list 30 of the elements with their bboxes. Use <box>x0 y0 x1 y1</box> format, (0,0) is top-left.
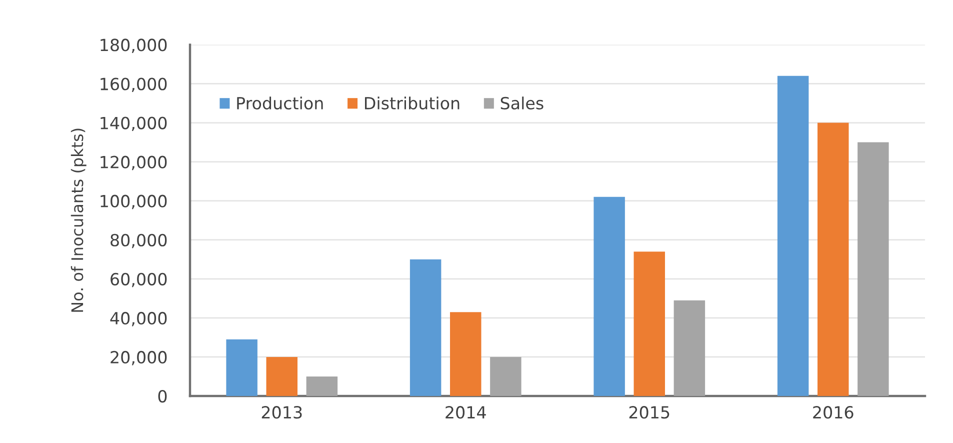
y-tick-label: 180,000 <box>100 38 167 53</box>
bar <box>450 312 482 396</box>
bar <box>306 376 338 396</box>
y-tick-label: 100,000 <box>100 194 167 210</box>
bar <box>777 76 809 396</box>
y-tick-label: 80,000 <box>110 234 167 248</box>
bar <box>594 196 625 396</box>
x-tick-label: 2015 <box>629 406 670 419</box>
y-tick-label: 140,000 <box>100 116 167 132</box>
y-tick-label: 60,000 <box>110 272 167 288</box>
legend-label: Distribution <box>365 96 460 110</box>
x-tick-label: 2016 <box>813 406 854 419</box>
y-tick-label: 0 <box>158 390 167 403</box>
y-tick-label: 120,000 <box>100 156 167 170</box>
x-tick-label: 2013 <box>262 406 302 419</box>
y-tick-label: 160,000 <box>100 78 167 92</box>
bar <box>266 356 298 396</box>
bar <box>858 142 889 396</box>
bar <box>490 356 522 396</box>
legend-label: Sales <box>500 96 544 110</box>
bar <box>674 300 706 396</box>
y-tick-label: 40,000 <box>110 312 167 326</box>
bar <box>818 122 849 396</box>
x-tick-label: 2014 <box>446 406 486 419</box>
y-tick-label: 20,000 <box>110 350 167 366</box>
bar <box>226 339 258 396</box>
bar <box>410 259 442 396</box>
legend-label: Production <box>237 96 323 110</box>
bar <box>634 252 665 396</box>
y-axis-title: No. of Inoculants (pkts) <box>70 128 86 312</box>
